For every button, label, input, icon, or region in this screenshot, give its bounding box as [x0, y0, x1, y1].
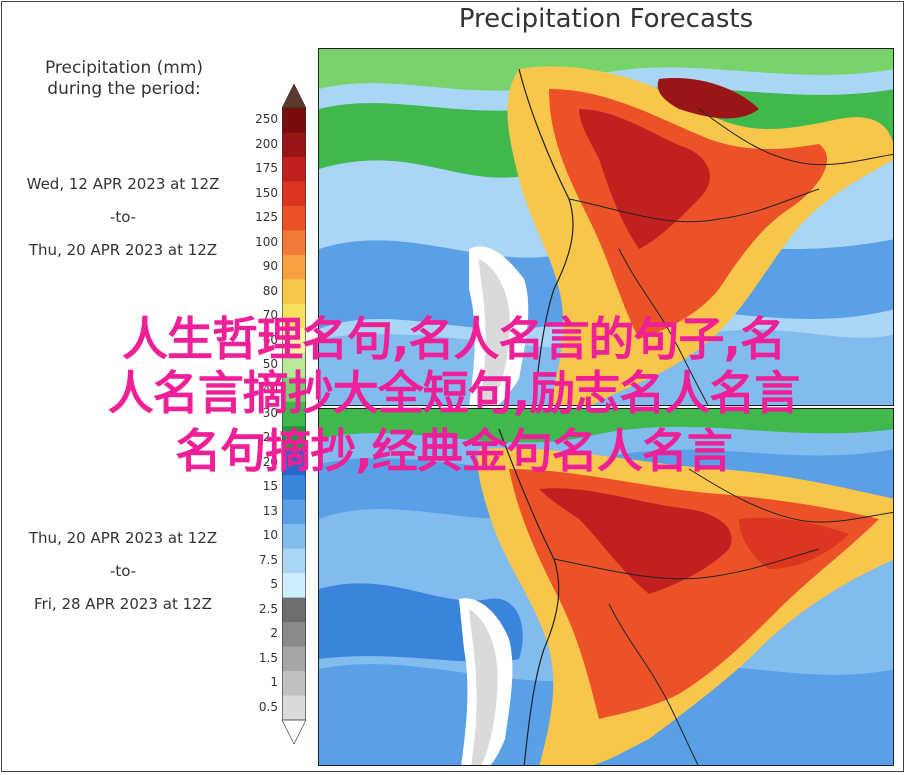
figure-title: Precipitation Forecasts [458, 4, 754, 34]
colorbar-segment-13 [282, 499, 306, 525]
colorbar-tick-label: 30 [262, 406, 278, 420]
colorbar-tick-label: 60 [262, 332, 278, 347]
colorbar-segment-70 [282, 303, 306, 329]
period-1-sep: -to- [109, 208, 137, 226]
colorbar-segment-30 [282, 401, 306, 427]
colorbar-tick-label: 15 [262, 479, 278, 494]
legend-title: Precipitation (mm) during the period: [8, 58, 240, 100]
legend-title-line1: Precipitation (mm) [44, 58, 204, 78]
colorbar-tick-label: 100 [255, 234, 278, 249]
overlay-text-line3: 名句摘抄,经典金句名人名言 [175, 424, 732, 478]
overlay-text-line1: 人生哲理名句,名人名言的句子,名 [122, 312, 786, 366]
colorbar-segment-5 [282, 573, 306, 599]
period-1-end: Thu, 20 APR 2023 at 12Z [28, 241, 218, 259]
colorbar-segment-250 [282, 108, 306, 133]
period-1: Wed, 12 APR 2023 at 12Z -to- Thu, 20 APR… [0, 168, 246, 267]
colorbar-tick-label: 2 [270, 626, 278, 641]
colorbar-tick-label: 125 [255, 210, 278, 225]
colorbar-tick-label: 175 [255, 161, 278, 176]
map-panel-period-1 [318, 48, 894, 406]
colorbar-segment-90 [282, 254, 306, 280]
colorbar-tick-label: 5 [270, 577, 278, 592]
colorbar-tick-label: 7.5 [258, 552, 278, 567]
colorbar-tick-label: 70 [262, 308, 278, 323]
colorbar-tick-label: 200 [255, 136, 278, 151]
period-1-start: Wed, 12 APR 2023 at 12Z [26, 175, 220, 193]
colorbar-tick-label: 90 [262, 259, 278, 274]
colorbar-bottom-arrow [282, 719, 306, 744]
map-panel-period-2 [318, 408, 894, 766]
legend-title-line2: during the period: [47, 79, 201, 99]
colorbar-segment-20 [282, 450, 306, 476]
colorbar-segment-2 [282, 622, 306, 648]
colorbar-segment-1 [282, 671, 306, 697]
colorbar-segment-15 [282, 475, 306, 501]
colorbar-tick-label: 2.5 [258, 601, 278, 616]
colorbar-segment-1.5 [282, 646, 306, 672]
colorbar-tick-label: 150 [255, 185, 278, 200]
colorbar-segment-150 [282, 181, 306, 207]
colorbar-segment-2.5 [282, 597, 306, 623]
colorbar-segment-125 [282, 205, 306, 231]
colorbar-segment-200 [282, 132, 306, 158]
period-2-end: Fri, 28 APR 2023 at 12Z [34, 595, 212, 613]
colorbar-tick-label: 0.5 [258, 699, 278, 714]
colorbar-tick-label: 25 [262, 430, 278, 445]
period-2: Thu, 20 APR 2023 at 12Z -to- Fri, 28 APR… [0, 522, 246, 621]
precipitation-colorbar [282, 84, 306, 744]
period-2-sep: -to- [109, 562, 137, 580]
overlay-text-line2: 人名言摘抄大全短句,励志名人名言 [107, 366, 800, 420]
colorbar-segment-100 [282, 230, 306, 256]
colorbar-top-arrow [282, 84, 306, 109]
colorbar-segment-80 [282, 279, 306, 305]
colorbar-tick-label: 10 [262, 528, 278, 543]
period-2-start: Thu, 20 APR 2023 at 12Z [28, 529, 218, 547]
colorbar-segment-175 [282, 156, 306, 182]
colorbar-segment-50 [282, 352, 306, 378]
colorbar-segment-40 [282, 377, 306, 403]
colorbar-segment-7.5 [282, 548, 306, 574]
colorbar-segment-0.5 [282, 695, 306, 721]
colorbar-tick-label: 80 [262, 283, 278, 298]
colorbar-tick-label: 250 [255, 112, 278, 127]
colorbar-tick-label: 20 [262, 454, 278, 469]
colorbar-tick-label: 13 [262, 503, 278, 518]
colorbar-tick-label: 1.5 [258, 650, 278, 665]
colorbar-tick-label: 40 [262, 381, 278, 396]
colorbar-tick-label: 50 [262, 357, 278, 372]
colorbar-tick-label: 1 [270, 675, 278, 690]
colorbar-outline [282, 107, 306, 721]
colorbar-segment-60 [282, 328, 306, 354]
colorbar-segment-10 [282, 524, 306, 550]
colorbar-segment-25 [282, 426, 306, 452]
